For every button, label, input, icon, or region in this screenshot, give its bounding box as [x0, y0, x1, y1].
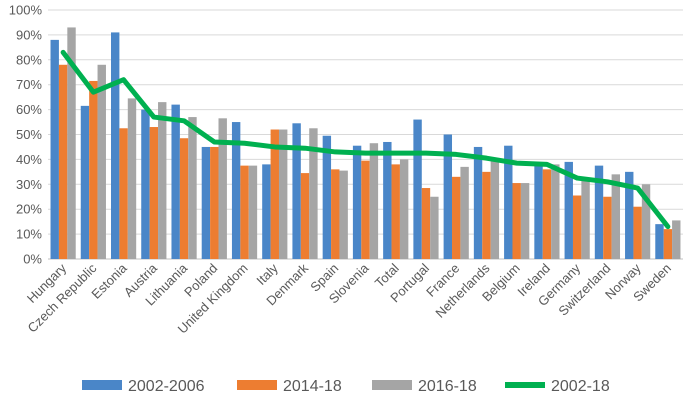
legend-label: 2002-18 — [551, 378, 610, 395]
y-tick-label: 0% — [23, 252, 42, 267]
bar-2014-18-denmark — [300, 173, 310, 259]
bar-2014-18-hungary — [58, 64, 68, 259]
bar-2016-18-lithuania — [188, 117, 197, 259]
bar-2016-18-belgium — [520, 183, 530, 259]
bars — [50, 27, 681, 260]
bar-2002-2006-austria — [141, 109, 150, 259]
y-tick-label: 60% — [16, 102, 42, 117]
bar-2014-18-spain — [331, 169, 340, 259]
bar-2002-2006-portugal — [413, 119, 422, 259]
x-tick-label: Estonia — [88, 260, 130, 302]
bar-2016-18-spain — [339, 170, 348, 259]
bar-2014-18-germany — [572, 195, 582, 259]
bar-2002-2006-italy — [262, 164, 271, 259]
legend-swatch — [237, 380, 277, 390]
bar-2016-18-total — [399, 159, 409, 259]
line-series — [60, 49, 671, 230]
bar-2002-2006-estonia — [110, 32, 120, 259]
y-tick-label: 80% — [16, 52, 42, 67]
bar-2014-18-switzerland — [603, 196, 612, 259]
line-2002-18 — [60, 49, 671, 230]
bar-2002-2006-switzerland — [594, 165, 604, 259]
y-tick-label: 10% — [16, 227, 42, 242]
bar-2016-18-austria — [158, 102, 167, 259]
bar-2016-18-france — [460, 166, 469, 259]
legend-label: 2016-18 — [418, 378, 477, 395]
bar-2014-18-czech-republic — [89, 80, 98, 259]
bar-2014-18-united-kingdom — [240, 165, 249, 259]
bar-2002-2006-total — [383, 141, 392, 259]
y-axis-ticks: 0% 10% 20% 30% 40% 50% 60% 70% 80% 90% 100% — [9, 3, 43, 267]
bar-2016-18-hungary — [67, 27, 76, 260]
bar-2014-18-portugal — [421, 188, 431, 259]
bar-2016-18-norway — [641, 184, 651, 259]
bar-2016-18-germany — [581, 179, 590, 259]
bar-2014-18-belgium — [512, 183, 521, 259]
bar-2014-18-lithuania — [179, 138, 189, 259]
bar-2002-2006-czech-republic — [80, 105, 90, 260]
bar-2016-18-poland — [218, 118, 227, 259]
bar-2014-18-estonia — [119, 128, 128, 259]
bar-2002-2006-spain — [322, 135, 332, 259]
bar-2016-18-portugal — [430, 196, 439, 259]
bar-2002-2006-netherlands — [473, 146, 483, 259]
bar-2016-18-sweden — [672, 220, 681, 259]
bar-2014-18-france — [452, 176, 461, 259]
bar-2014-18-sweden — [663, 229, 673, 259]
bar-2014-18-slovenia — [361, 160, 370, 259]
bar-2014-18-poland — [210, 146, 219, 259]
bar-2016-18-switzerland — [611, 174, 621, 259]
bar-2002-2006-germany — [564, 161, 573, 259]
y-tick-label: 50% — [16, 127, 42, 142]
bar-2014-18-ireland — [542, 169, 552, 259]
y-tick-label: 40% — [16, 152, 42, 167]
bar-2014-18-italy — [270, 129, 279, 259]
bar-2002-2006-norway — [625, 171, 634, 259]
bar-2002-2006-united-kingdom — [231, 122, 241, 259]
bar-2014-18-norway — [633, 206, 642, 259]
bar-2016-18-netherlands — [490, 159, 500, 259]
bar-2002-2006-ireland — [534, 164, 543, 259]
bar-2002-2006-hungary — [50, 39, 59, 259]
bar-2016-18-ireland — [551, 164, 560, 259]
bar-2016-18-italy — [278, 129, 288, 259]
y-tick-label: 100% — [9, 3, 43, 18]
y-tick-label: 30% — [16, 177, 42, 192]
bar-2002-2006-lithuania — [171, 104, 180, 260]
bar-2016-18-czech-republic — [97, 64, 106, 259]
bar-2016-18-slovenia — [369, 143, 379, 259]
bar-2002-2006-france — [443, 134, 453, 259]
bar-2016-18-estonia — [127, 98, 137, 260]
legend-swatch — [372, 380, 412, 390]
legend-label: 2002-2006 — [128, 378, 205, 395]
y-tick-label: 20% — [16, 202, 42, 217]
y-tick-label: 90% — [16, 27, 42, 42]
bar-2002-2006-denmark — [292, 123, 301, 259]
bar-2014-18-austria — [149, 127, 159, 259]
y-tick-label: 70% — [16, 77, 42, 92]
bar-2002-2006-slovenia — [352, 145, 362, 259]
bar-2002-2006-sweden — [655, 224, 664, 259]
legend-swatch — [82, 380, 122, 390]
bar-2002-2006-poland — [201, 146, 211, 259]
legend: 2002-2006 2014-18 2016-18 2002-18 — [82, 378, 610, 395]
legend-label: 2014-18 — [283, 378, 342, 395]
bar-2016-18-denmark — [309, 128, 318, 259]
bar-2014-18-netherlands — [482, 171, 491, 259]
bar-2014-18-total — [391, 164, 400, 259]
bar-2002-2006-belgium — [504, 145, 513, 259]
bar-2016-18-united-kingdom — [248, 165, 258, 259]
